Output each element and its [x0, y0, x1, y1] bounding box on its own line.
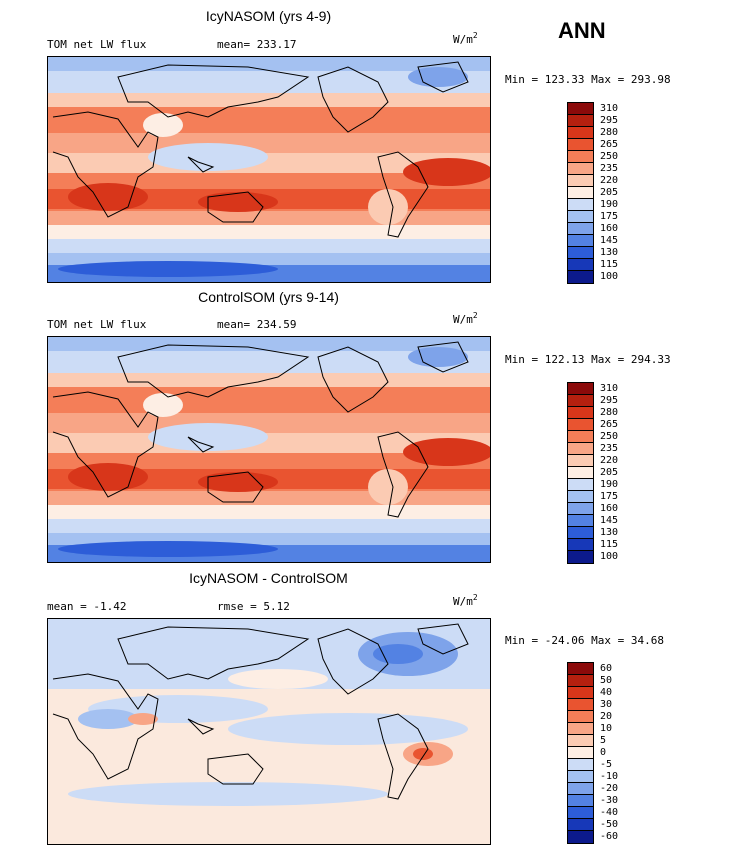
panel-3-rmse-label: rmse = 5.12 [217, 600, 290, 613]
season-label: ANN [558, 18, 606, 43]
panel-2-map-field [48, 337, 490, 562]
panel-3-colorbar [567, 662, 594, 844]
panel-2-map [47, 336, 491, 563]
panel-1-map [47, 56, 491, 283]
panel-1-map-field [48, 57, 490, 282]
panel-3-map [47, 618, 491, 845]
panel-3-title: IcyNASOM - ControlSOM [189, 570, 348, 586]
panel-2-mean-label: mean= 234.59 [217, 318, 297, 331]
panel-1-colorbar [567, 102, 594, 284]
panel-3-units: W/m2 [453, 593, 478, 608]
panel-2-min-max: Min = 122.13 Max = 294.33 [505, 353, 671, 366]
panel-2-colorbar [567, 382, 594, 564]
panel-3-min-max: Min = -24.06 Max = 34.68 [505, 634, 664, 647]
panel-2-variable-label: TOM net LW flux [47, 318, 147, 331]
panel-3-mean-label: mean = -1.42 [47, 600, 127, 613]
panel-1-units: W/m2 [453, 31, 478, 46]
panel-1-title: IcyNASOM (yrs 4-9) [205, 8, 332, 24]
panel-3-map-field [48, 619, 490, 844]
panel-1-variable-label: TOM net LW flux [47, 38, 147, 51]
panel-2-title: ControlSOM (yrs 9-14) [198, 289, 339, 305]
panel-2-units: W/m2 [453, 311, 478, 326]
panel-1-mean-label: mean= 233.17 [217, 38, 297, 51]
panel-1-min-max: Min = 123.33 Max = 293.98 [505, 73, 671, 86]
